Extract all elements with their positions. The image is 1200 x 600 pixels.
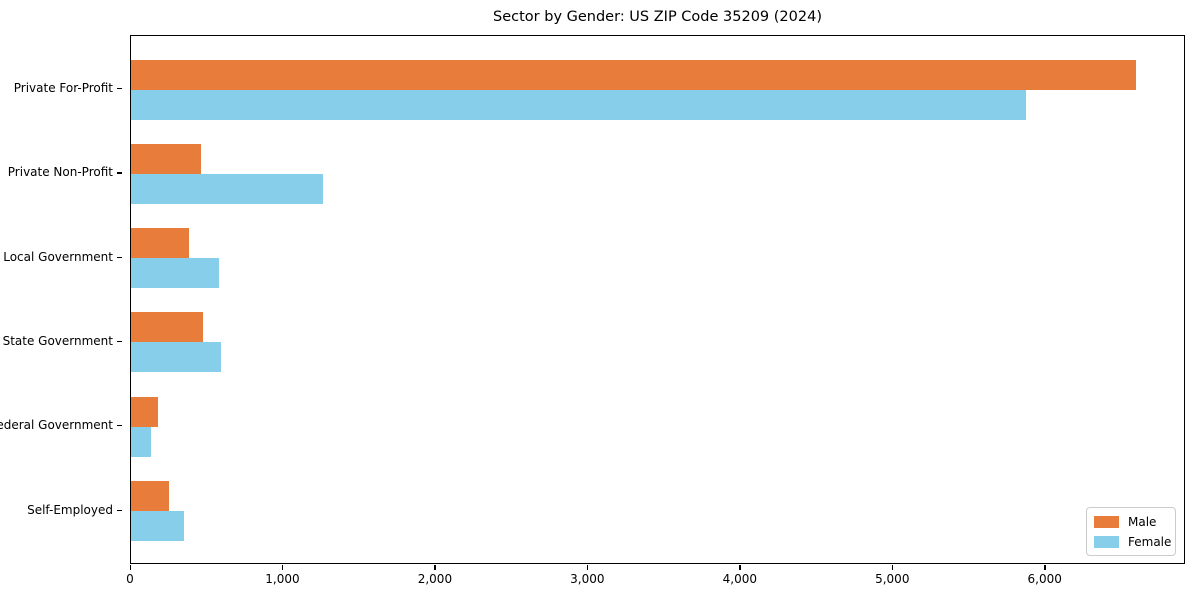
legend: Male Female [1086, 507, 1176, 556]
y-axis-label: Self-Employed [27, 502, 113, 517]
y-axis-label: Private For-Profit [13, 81, 113, 95]
x-axis-tick-label: 0 [126, 572, 134, 586]
bar-female [131, 426, 151, 457]
y-axis-labels: Private For-Profit Private Non-Profit Loca… [0, 35, 122, 564]
y-axis-tick [117, 425, 122, 427]
bar-male [131, 143, 202, 174]
y-axis-label: Local Government [3, 249, 113, 264]
y-axis-label: Federal Government [0, 418, 113, 433]
legend-item-label: Male [1128, 514, 1157, 529]
y-axis-tick [117, 340, 122, 343]
y-axis-label: Private Non-Profit [7, 165, 113, 180]
y-axis-tick [117, 256, 122, 258]
legend-swatch-female [1094, 535, 1119, 548]
x-axis-tick [739, 565, 741, 570]
x-axis: 0 1,000 2,000 3,000 4,000 5,000 6,000 [0, 564, 1200, 600]
plot-area [130, 35, 1185, 564]
y-axis-label: State Government [2, 333, 113, 348]
y-axis-tick [117, 509, 122, 511]
bar-female [131, 173, 324, 204]
x-axis-tick [434, 565, 436, 570]
legend-item: Male [1094, 515, 1175, 529]
bar-male [131, 312, 204, 343]
x-axis-tick-label: 3,000 [570, 572, 605, 586]
x-axis-tick-label: 4,000 [722, 572, 757, 586]
bar-female [131, 258, 219, 289]
bar-male [131, 228, 189, 259]
y-axis-tick [117, 88, 122, 90]
bar-female [131, 89, 1026, 120]
bar-male [131, 59, 1136, 90]
bar-male [131, 396, 159, 427]
legend-item-label: Female [1128, 534, 1172, 549]
x-axis-tick [586, 565, 589, 570]
x-axis-tick [891, 565, 894, 570]
legend-item: Female [1094, 535, 1175, 549]
x-axis-tick [281, 565, 284, 570]
bar-female [131, 342, 221, 373]
x-axis-tick [129, 565, 131, 570]
legend-swatch-male [1094, 515, 1119, 528]
x-axis-tick-label: 6,000 [1027, 572, 1062, 586]
bar-male [131, 481, 170, 511]
bar-female [131, 511, 184, 541]
x-axis-tick [1044, 565, 1046, 570]
y-axis-tick [117, 172, 122, 174]
x-axis-tick-label: 1,000 [265, 572, 300, 586]
x-axis-tick-label: 5,000 [875, 572, 910, 586]
chart-title: Sector by Gender: US ZIP Code 35209 (202… [493, 9, 822, 25]
x-axis-tick-label: 2,000 [417, 572, 453, 586]
